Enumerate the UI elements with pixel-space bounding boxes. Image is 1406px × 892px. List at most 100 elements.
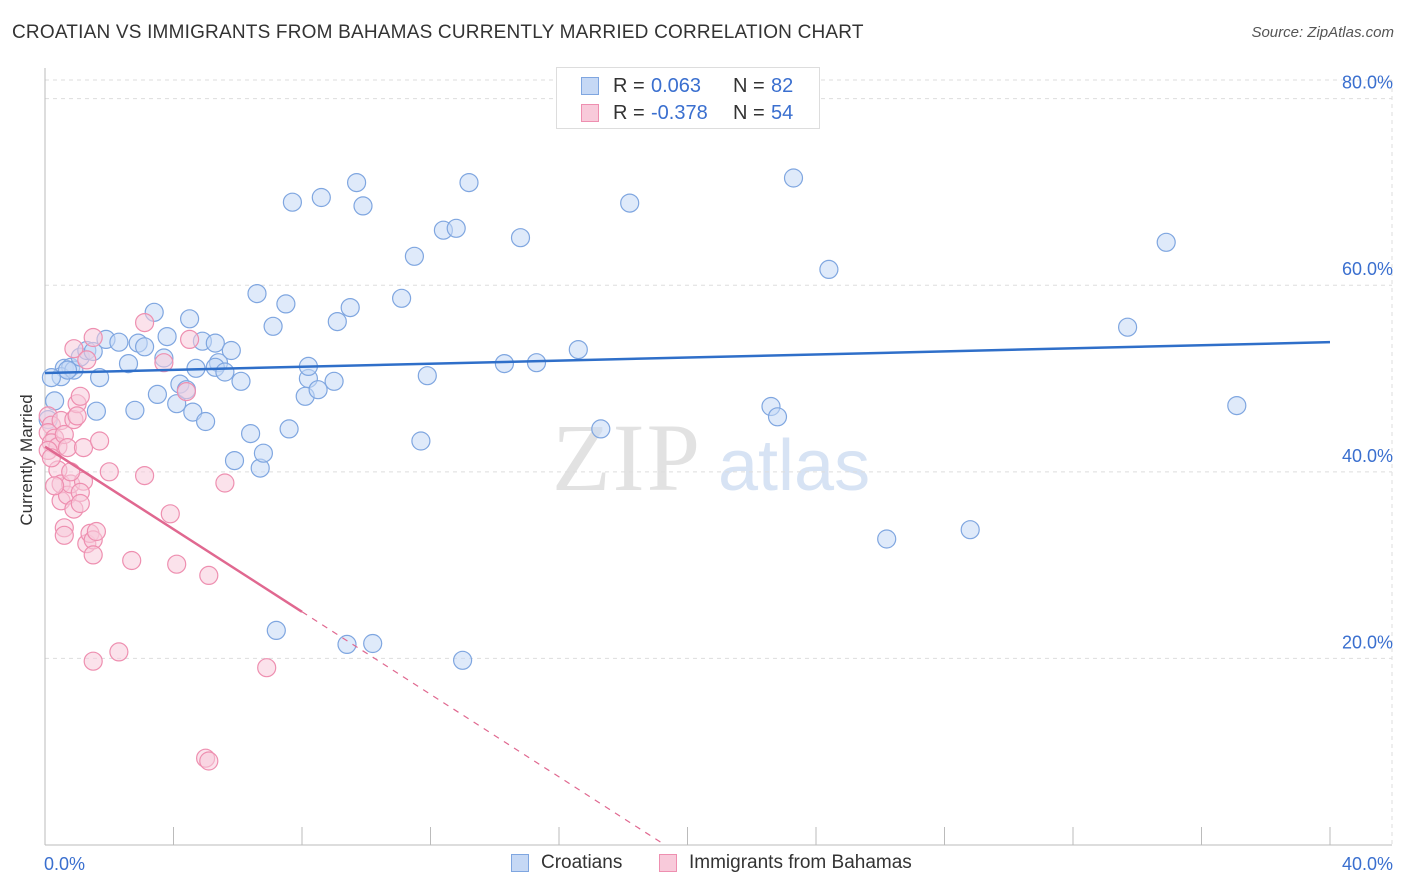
trend-line-croatians xyxy=(44,340,1331,375)
data-point xyxy=(241,424,261,444)
data-point xyxy=(109,642,129,662)
legend-row-croatians: R = 0.063 N = 82 xyxy=(581,74,793,98)
data-point xyxy=(510,228,531,248)
data-point xyxy=(77,350,97,370)
data-point xyxy=(54,525,74,545)
data-point xyxy=(221,340,241,361)
legend-label-bahamas: Immigrants from Bahamas xyxy=(689,852,912,873)
data-point xyxy=(86,401,107,421)
data-point xyxy=(459,173,479,193)
watermark-atlas: atlas xyxy=(718,426,870,506)
data-point xyxy=(157,327,177,347)
legend-n-label: N = xyxy=(733,74,765,97)
data-point xyxy=(167,554,187,574)
legend-swatch-blue xyxy=(581,77,599,95)
data-point xyxy=(324,371,344,391)
data-point xyxy=(327,312,347,332)
data-point xyxy=(337,634,357,655)
data-point xyxy=(494,354,514,374)
data-point xyxy=(282,192,302,212)
y-tick-label: 20.0% xyxy=(1342,632,1393,652)
legend-n-value: 54 xyxy=(771,101,794,124)
legend-r-value: 0.063 xyxy=(651,74,702,97)
data-point xyxy=(215,362,235,382)
y-tick-label: 40.0% xyxy=(1342,446,1393,466)
data-point xyxy=(176,382,196,402)
data-point xyxy=(154,353,174,373)
legend-n-value: 82 xyxy=(771,74,794,97)
data-point xyxy=(205,333,225,353)
legend-row-bahamas: R = -0.378 N = 54 xyxy=(581,101,793,125)
series-legend: Croatians Immigrants from Bahamas xyxy=(0,852,1406,876)
data-point xyxy=(215,473,235,493)
x-tick-label: 40.0% xyxy=(1342,854,1393,874)
data-point xyxy=(89,431,110,451)
data-point xyxy=(86,521,107,542)
data-point xyxy=(526,353,547,373)
y-tick-label: 60.0% xyxy=(1342,259,1393,279)
data-point xyxy=(147,384,167,404)
data-point xyxy=(446,218,466,238)
y-tick-labels: 20.0% 40.0% 60.0% 80.0% xyxy=(1342,73,1393,653)
bahamas-points xyxy=(38,313,277,771)
data-point xyxy=(263,316,283,336)
data-point xyxy=(196,411,216,432)
data-point xyxy=(1227,396,1247,416)
data-point xyxy=(591,419,611,439)
data-point xyxy=(118,354,139,374)
data-point xyxy=(877,529,897,549)
data-point xyxy=(257,658,277,678)
watermark-zip: ZIP xyxy=(552,404,702,511)
watermark: ZIP atlas xyxy=(552,404,870,511)
data-point xyxy=(353,196,373,216)
trend-line-bahamas-extension xyxy=(301,611,666,846)
data-point xyxy=(231,371,251,391)
legend-n-label: N = xyxy=(733,101,765,124)
data-point xyxy=(311,187,331,208)
data-point xyxy=(180,309,200,329)
legend-swatch-pink xyxy=(581,104,599,122)
x-tick-labels: 0.0% 40.0% xyxy=(44,854,1393,874)
data-point xyxy=(57,360,78,380)
data-point xyxy=(122,550,142,571)
data-point xyxy=(83,327,103,348)
data-point xyxy=(199,565,219,586)
data-point xyxy=(89,368,110,388)
data-point xyxy=(1156,232,1176,252)
data-point xyxy=(620,193,640,213)
data-point xyxy=(64,339,84,359)
data-point xyxy=(44,476,65,496)
stats-legend: R = 0.063 N = 82 R = -0.378 N = 54 xyxy=(556,67,820,129)
data-point xyxy=(83,545,103,565)
data-point xyxy=(392,288,412,308)
legend-r-label: R = xyxy=(613,74,645,97)
data-point xyxy=(1117,317,1138,337)
data-point xyxy=(224,451,245,471)
x-tick-label: 0.0% xyxy=(44,854,85,874)
data-point xyxy=(70,493,90,514)
data-point xyxy=(411,431,431,451)
data-point xyxy=(453,650,473,670)
legend-swatch-blue xyxy=(511,854,529,872)
data-point xyxy=(180,329,200,349)
data-point xyxy=(253,443,273,463)
data-point xyxy=(125,400,145,420)
data-point xyxy=(109,332,129,352)
data-point xyxy=(135,466,155,486)
data-point xyxy=(70,386,90,406)
legend-label-croatians: Croatians xyxy=(541,852,623,873)
legend-r-label: R = xyxy=(613,101,645,124)
data-point xyxy=(67,406,87,426)
data-point xyxy=(819,259,839,279)
data-point xyxy=(160,504,180,524)
data-point xyxy=(363,633,383,654)
data-point xyxy=(135,313,155,333)
data-point xyxy=(41,368,62,388)
data-point xyxy=(99,462,119,482)
data-point xyxy=(199,751,219,771)
data-point xyxy=(568,340,588,360)
data-point xyxy=(279,419,299,439)
legend-item-bahamas: Immigrants from Bahamas xyxy=(659,852,912,874)
data-point xyxy=(404,246,424,266)
